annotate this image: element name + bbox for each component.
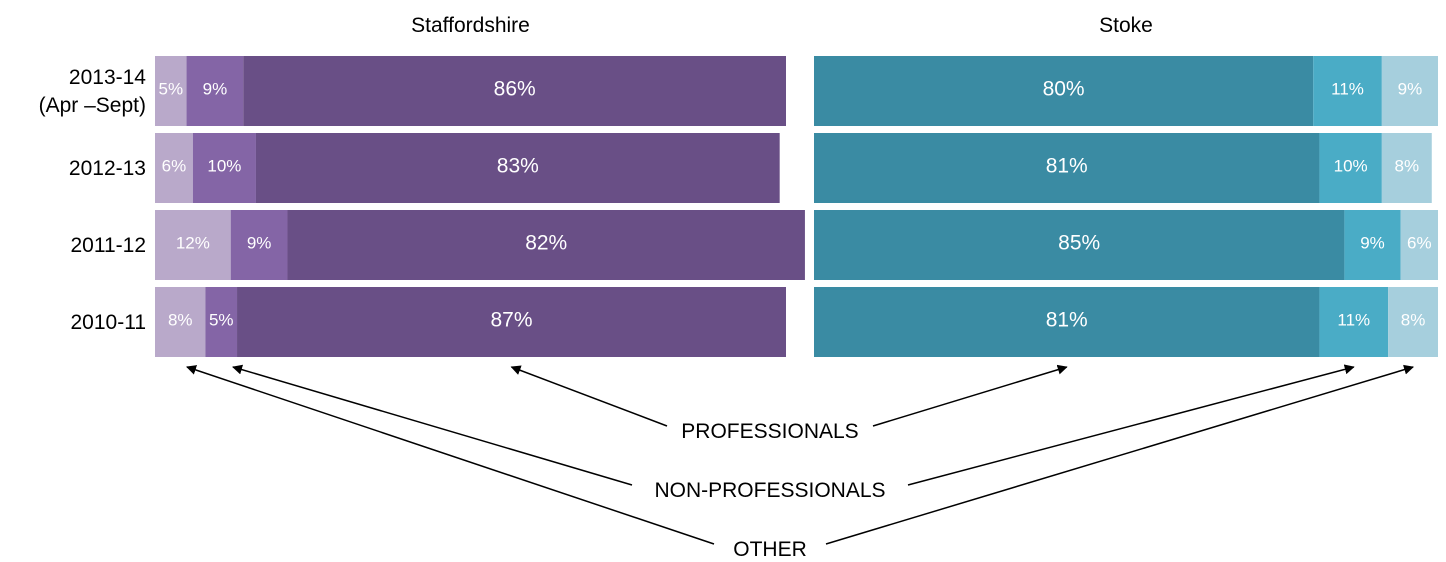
arrow-other-right — [825, 364, 1414, 545]
bar-segment-staffordshire-professionals — [237, 287, 786, 357]
data-label-staffordshire-other: 5% — [158, 80, 183, 99]
bar-segment-staffordshire-professionals — [287, 210, 805, 280]
data-label-staffordshire-other: 8% — [168, 311, 193, 330]
data-label-staffordshire-non-professionals: 5% — [209, 311, 234, 330]
data-label-staffordshire-professionals: 82% — [525, 232, 567, 255]
bar-segment-stoke-non-professionals — [1313, 56, 1382, 126]
arrow-professionals-right — [872, 364, 1068, 427]
data-label-stoke-other: 9% — [1398, 80, 1423, 99]
bar-segment-stoke-other — [1400, 210, 1438, 280]
bar-segment-staffordshire-other — [155, 287, 206, 357]
data-label-stoke-professionals: 80% — [1043, 78, 1085, 101]
bar-segment-staffordshire-non-professionals — [186, 56, 244, 126]
data-label-staffordshire-non-professionals: 9% — [203, 80, 228, 99]
data-label-stoke-other: 6% — [1407, 234, 1432, 253]
arrow-non-professionals-right — [907, 364, 1355, 486]
data-label-staffordshire-non-professionals: 9% — [247, 234, 272, 253]
data-label-stoke-non-professionals: 11% — [1331, 80, 1364, 99]
data-label-staffordshire-non-professionals: 10% — [207, 157, 241, 176]
row-label-2013-14-apr-sept: 2013-14 (Apr –Sept) — [39, 66, 147, 117]
row-label-2010-11: 2010-11 — [70, 311, 146, 334]
annotation-professionals: PROFESSIONALS — [681, 420, 858, 443]
bar-segment-stoke-non-professionals — [1319, 133, 1382, 203]
data-label-stoke-professionals: 81% — [1046, 155, 1088, 178]
data-label-stoke-other: 8% — [1401, 311, 1426, 330]
arrow-non-professionals-left — [232, 364, 633, 486]
bar-segment-staffordshire-other — [155, 210, 231, 280]
data-label-staffordshire-professionals: 87% — [490, 309, 532, 332]
bar-segment-staffordshire-non-professionals — [192, 133, 256, 203]
panel-title-stoke: Stoke — [1099, 14, 1153, 37]
data-label-stoke-other: 8% — [1395, 157, 1420, 176]
data-label-stoke-professionals: 81% — [1046, 309, 1088, 332]
panel-title-staffordshire: Staffordshire — [411, 14, 530, 37]
bar-segment-stoke-professionals — [814, 56, 1314, 126]
bar-segment-stoke-other — [1388, 287, 1438, 357]
bar-segment-stoke-professionals — [814, 287, 1320, 357]
row-label-line: 2011-12 — [70, 234, 146, 257]
data-label-staffordshire-other: 12% — [176, 234, 210, 253]
bar-segment-staffordshire-other — [155, 133, 193, 203]
data-label-staffordshire-professionals: 83% — [497, 155, 539, 178]
bar-segment-staffordshire-other — [155, 56, 187, 126]
row-label-line: (Apr –Sept) — [39, 94, 146, 117]
bar-segment-staffordshire-professionals — [255, 133, 780, 203]
arrow-professionals-left — [510, 365, 668, 427]
bar-segment-stoke-professionals — [814, 210, 1345, 280]
annotation-non-professionals: NON-PROFESSIONALS — [654, 479, 885, 502]
data-label-staffordshire-other: 6% — [162, 157, 187, 176]
bar-segment-staffordshire-non-professionals — [230, 210, 288, 280]
data-label-stoke-professionals: 85% — [1058, 232, 1100, 255]
data-label-stoke-non-professionals: 11% — [1337, 311, 1370, 330]
bar-segment-stoke-professionals — [814, 133, 1320, 203]
row-label-line: 2010-11 — [70, 311, 146, 334]
row-label-2012-13: 2012-13 — [69, 157, 146, 180]
bar-segment-staffordshire-non-professionals — [205, 287, 238, 357]
bar-segment-stoke-non-professionals — [1319, 287, 1389, 357]
annotation-other: OTHER — [733, 538, 807, 561]
data-label-staffordshire-professionals: 86% — [494, 78, 536, 101]
row-label-2011-12: 2011-12 — [70, 234, 146, 257]
arrow-other-left — [186, 365, 715, 545]
data-label-stoke-non-professionals: 10% — [1334, 157, 1368, 176]
bar-segment-stoke-non-professionals — [1344, 210, 1401, 280]
data-label-stoke-non-professionals: 9% — [1360, 234, 1385, 253]
row-label-line: 2013-14 — [69, 66, 146, 89]
row-label-line: 2012-13 — [69, 157, 146, 180]
bar-segment-staffordshire-professionals — [243, 56, 787, 126]
bar-segment-stoke-other — [1381, 56, 1438, 126]
bar-segment-stoke-other — [1381, 133, 1432, 203]
